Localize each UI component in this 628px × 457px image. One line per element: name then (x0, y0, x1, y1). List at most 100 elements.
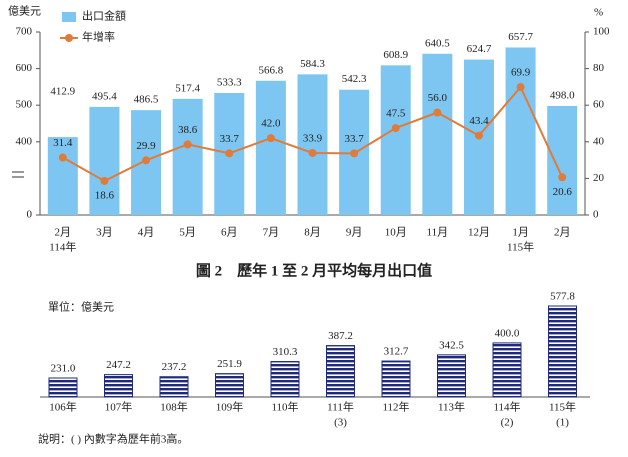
y2-tick-label: 20 (593, 172, 605, 184)
x-tick-label: 4月 (138, 227, 155, 239)
x-tick-label: 12月 (468, 227, 490, 239)
bar (255, 80, 286, 216)
footnote: 說明：( ) 內數字為歷年前3高。 (38, 432, 188, 446)
chart-title: 圖 2 歷年 1 至 2 月平均每月出口值 (196, 261, 432, 279)
line-label: 47.5 (386, 108, 406, 120)
x-tick-sublabel: (3) (334, 417, 347, 429)
bar (89, 106, 120, 215)
line-marker (350, 149, 359, 158)
legend-label: 出口金額 (82, 9, 126, 23)
x-tick-label: 5月 (179, 227, 196, 239)
x-tick-label: 8月 (304, 227, 321, 239)
line-label: 69.9 (511, 67, 531, 79)
bar (547, 105, 578, 215)
bar-label: 387.2 (328, 330, 353, 342)
x-tick-sublabel: (2) (501, 417, 514, 429)
bar-label: 533.3 (217, 77, 242, 89)
line-marker (516, 83, 525, 92)
line-label: 31.4 (53, 137, 73, 149)
bar (159, 376, 189, 398)
line-label: 33.7 (344, 133, 364, 145)
line-marker (100, 176, 109, 185)
y-tick-label: 400 (16, 135, 33, 147)
bar-label: 640.5 (425, 37, 450, 49)
line-label: 33.9 (303, 132, 323, 144)
line-marker (391, 124, 400, 133)
bar-label: 412.9 (50, 86, 75, 98)
y2-tick-label: 60 (593, 99, 605, 111)
bar-label: 542.3 (342, 73, 367, 85)
bar-label: 342.5 (439, 339, 464, 351)
x-tick-label: 2月 (55, 227, 72, 239)
y2-tick-label: 80 (593, 62, 605, 74)
bar (381, 360, 411, 398)
line-label: 43.4 (469, 115, 489, 127)
x-tick-label: 107年 (105, 400, 133, 414)
bar-label: 310.3 (273, 346, 298, 358)
line-label: 18.6 (95, 189, 115, 201)
x-tick-label: 112年 (382, 400, 409, 414)
line-label: 33.7 (220, 133, 240, 145)
line-label: 29.9 (136, 140, 156, 152)
legend-marker (65, 34, 73, 42)
line-label: 38.6 (178, 124, 198, 136)
bar-label: 495.4 (92, 90, 117, 102)
x-tick-label: 114年 (493, 400, 520, 414)
line-marker (558, 173, 567, 182)
bar-label: 312.7 (384, 346, 409, 358)
bar-label: 657.7 (508, 31, 533, 43)
y-tick-label: 500 (16, 99, 33, 111)
x-tick-label: 7月 (263, 227, 280, 239)
y-tick-label: 600 (16, 62, 33, 74)
bar (548, 305, 577, 398)
bar (47, 137, 78, 215)
y-tick-label: 700 (16, 26, 33, 38)
bar-label: 608.9 (383, 49, 408, 61)
x-tick-label: 108年 (160, 400, 188, 414)
bar (104, 374, 133, 398)
x-tick-label: 11月 (427, 227, 449, 239)
bar-label: 400.0 (495, 327, 520, 339)
x-tick-label: 6月 (221, 227, 238, 239)
y2-axis-title: % (594, 7, 603, 19)
x-tick-label: 106年 (49, 400, 77, 414)
x-tick-label: 9月 (346, 227, 363, 239)
x-tick-label: 109年 (216, 400, 244, 414)
line-marker (266, 134, 275, 143)
x-tick-label: 111年 (327, 400, 354, 414)
bar (297, 74, 328, 216)
bar-label: 624.7 (467, 43, 492, 55)
line-marker (308, 148, 317, 157)
y-tick-label: 0 (27, 209, 33, 221)
y2-tick-label: 0 (593, 209, 599, 221)
legend-swatch (62, 12, 76, 22)
x-tick-label: 3月 (96, 227, 113, 239)
y2-tick-label: 40 (593, 135, 605, 147)
x-tick-label: 113年 (438, 400, 465, 414)
line-marker (474, 131, 483, 140)
x-tick-sublabel: 114年 (49, 240, 76, 254)
line-marker (433, 108, 442, 117)
bar-label: 251.9 (217, 358, 242, 370)
bar-label: 237.2 (162, 361, 187, 373)
bar (422, 53, 453, 215)
bar (437, 354, 466, 398)
bar (326, 345, 355, 398)
line-label: 42.0 (261, 118, 281, 130)
line-marker (183, 140, 192, 149)
bar (48, 377, 78, 398)
x-tick-label: 110年 (271, 400, 298, 414)
line-marker (225, 149, 234, 158)
line-label: 20.6 (553, 186, 573, 198)
bar-label: 486.5 (134, 94, 159, 106)
bar-label: 498.0 (550, 89, 575, 101)
bar-label: 566.8 (259, 64, 284, 76)
bar (380, 65, 411, 216)
x-tick-sublabel: (1) (556, 417, 569, 429)
bar (505, 47, 536, 216)
bar-label: 231.0 (51, 363, 76, 375)
x-tick-sublabel: 115年 (507, 240, 534, 254)
line-marker (142, 156, 151, 165)
x-tick-label: 1月 (512, 227, 529, 239)
line-marker (58, 153, 67, 162)
